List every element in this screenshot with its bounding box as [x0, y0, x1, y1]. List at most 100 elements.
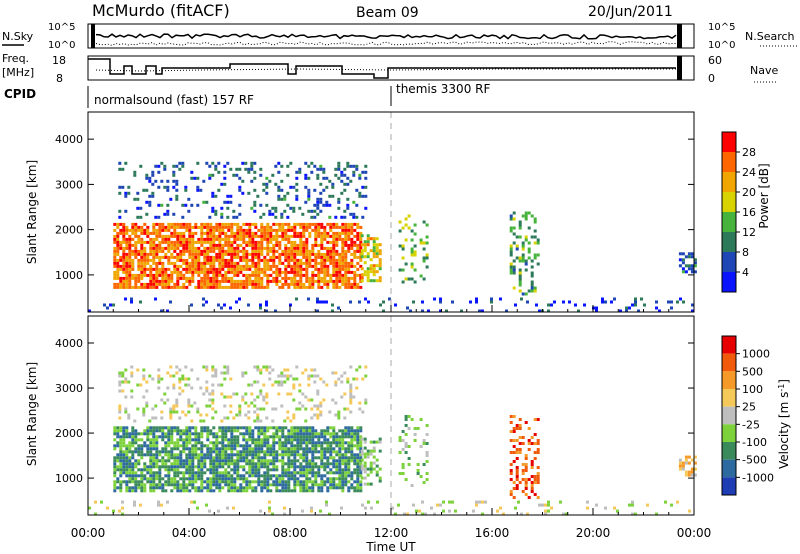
- velocity-cell: [313, 404, 317, 408]
- velocity-cell: [305, 426, 309, 430]
- velocity-cell: [257, 459, 261, 463]
- power-cell: [260, 258, 264, 262]
- power-cell: [319, 197, 323, 201]
- power-cell: [203, 255, 207, 259]
- velocity-cell: [236, 456, 240, 460]
- power-cell: [212, 255, 216, 259]
- velocity-cell: [314, 432, 318, 436]
- power-cell: [188, 255, 192, 259]
- power-cell: [254, 264, 258, 268]
- velocity-cell: [197, 462, 201, 466]
- power-cell: [290, 282, 294, 286]
- velocity-cell: [272, 459, 276, 463]
- power-cell: [538, 309, 541, 313]
- power-cell: [140, 249, 144, 253]
- velocity-cell: [254, 444, 258, 448]
- velocity-cell: [136, 368, 140, 372]
- velocity-cell: [146, 426, 150, 430]
- velocity-cell: [425, 460, 429, 463]
- power-cell: [125, 276, 129, 280]
- power-cell: [401, 244, 405, 248]
- power-cell: [678, 258, 682, 262]
- power-cell: [251, 249, 255, 253]
- velocity-cell: [533, 451, 537, 454]
- power-cell: [331, 185, 335, 189]
- velocity-cell: [125, 459, 129, 463]
- velocity-cell: [119, 453, 123, 457]
- velocity-cell: [236, 474, 240, 478]
- velocity-cell: [212, 435, 216, 439]
- velocity-cell: [349, 365, 353, 369]
- velocity-cell: [245, 489, 249, 493]
- velocity-cell: [148, 419, 152, 423]
- power-cell: [257, 279, 261, 283]
- power-cell: [248, 243, 252, 247]
- power-cell: [116, 222, 120, 226]
- velocity-cell: [326, 480, 330, 484]
- velocity-cell: [272, 453, 276, 457]
- power-cell: [203, 231, 207, 235]
- power-cell: [568, 300, 571, 304]
- power-cell: [233, 285, 237, 289]
- power-cell: [363, 255, 367, 259]
- velocity-cell: [227, 489, 231, 493]
- velocity-cell: [251, 489, 255, 493]
- velocity-cell: [161, 435, 165, 439]
- velocity-cell: [391, 506, 394, 510]
- power-cell: [152, 252, 156, 256]
- velocity-cell: [209, 432, 213, 436]
- velocity-cell: [116, 435, 120, 439]
- power-cell: [347, 228, 351, 232]
- velocity-cell: [167, 444, 171, 448]
- velocity-cell: [253, 410, 257, 414]
- power-cell: [164, 246, 168, 250]
- velocity-cell: [236, 486, 240, 490]
- velocity-cell: [406, 512, 409, 516]
- velocity-cell: [290, 453, 294, 457]
- velocity-cell: [221, 462, 225, 466]
- velocity-cell: [266, 441, 270, 445]
- velocity-cell: [187, 410, 191, 414]
- power-cell: [173, 231, 177, 235]
- power-cell: [293, 258, 297, 262]
- velocity-cell: [347, 435, 351, 439]
- power-cell: [203, 222, 207, 226]
- velocity-cell: [224, 450, 228, 454]
- power-cell: [364, 164, 368, 168]
- velocity-cell: [226, 368, 230, 372]
- velocity-cell: [269, 474, 273, 478]
- power-cell: [248, 267, 252, 271]
- velocity-cell: [326, 444, 330, 448]
- power-cell: [338, 225, 342, 229]
- power-cell: [266, 276, 270, 280]
- freq-label-2: [MHz]: [2, 66, 34, 79]
- power-cell: [164, 285, 168, 289]
- velocity-cell: [164, 483, 168, 487]
- velocity-cell: [509, 493, 513, 496]
- velocity-cell: [197, 456, 201, 460]
- velocity-cell: [329, 441, 333, 445]
- velocity-cell: [122, 468, 126, 472]
- velocity-cell: [176, 483, 180, 487]
- power-cell: [161, 276, 165, 280]
- velocity-cell: [281, 489, 285, 493]
- power-cell: [326, 252, 330, 256]
- velocity-cell: [281, 432, 285, 436]
- velocity-cell: [287, 486, 291, 490]
- velocity-cell: [167, 429, 171, 433]
- power-cell: [224, 225, 228, 229]
- velocity-cell: [350, 483, 354, 487]
- power-cell: [332, 285, 336, 289]
- power-cell: [200, 261, 204, 265]
- power-cell: [308, 222, 312, 226]
- nsky-end-bar: [677, 24, 682, 48]
- velocity-cell: [190, 500, 193, 504]
- power-cell: [148, 179, 152, 183]
- velocity-cell: [323, 483, 327, 487]
- velocity-cell: [248, 444, 252, 448]
- power-cell: [125, 246, 129, 250]
- power-cell: [176, 255, 180, 259]
- power-cell: [524, 214, 528, 218]
- power-cell: [179, 258, 183, 262]
- power-cell: [122, 285, 126, 289]
